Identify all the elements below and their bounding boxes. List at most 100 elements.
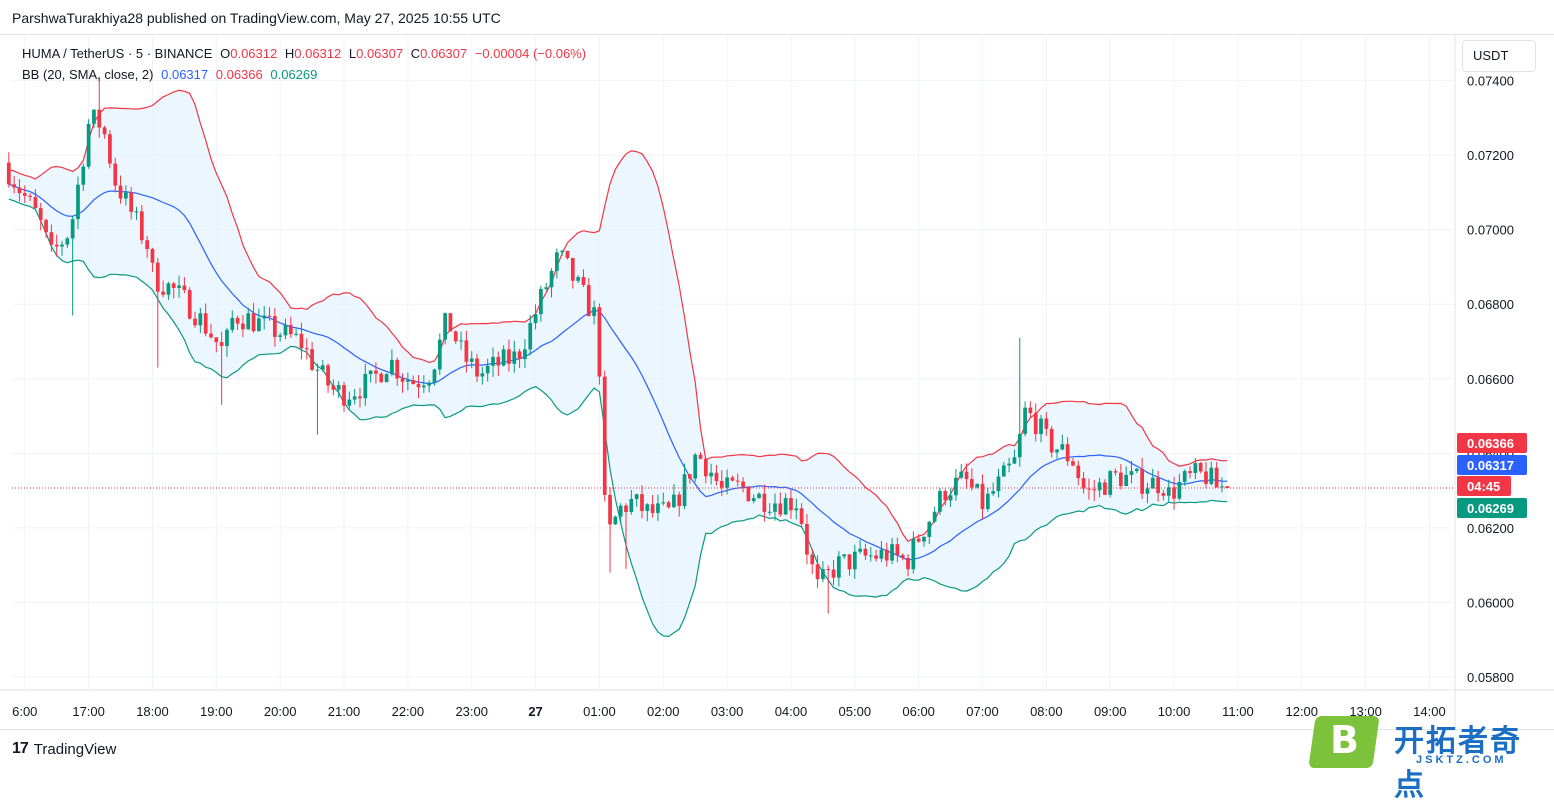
candle-body[interactable] (906, 557, 910, 570)
candle-body[interactable] (682, 474, 687, 507)
candle-body[interactable] (92, 109, 96, 124)
candle-body[interactable] (852, 551, 857, 570)
candle-body[interactable] (799, 508, 804, 524)
candle-body[interactable] (890, 544, 894, 561)
candle-body[interactable] (480, 373, 485, 377)
candle-body[interactable] (331, 385, 336, 390)
candle-body[interactable] (288, 324, 293, 335)
candle-body[interactable] (916, 538, 921, 542)
candle-body[interactable] (554, 252, 559, 271)
candle-body[interactable] (544, 287, 549, 289)
candle-body[interactable] (821, 569, 825, 580)
candle-body[interactable] (342, 385, 346, 406)
candle-body[interactable] (586, 285, 591, 317)
candle-body[interactable] (464, 340, 469, 362)
candle-body[interactable] (358, 396, 362, 399)
candle-body[interactable] (778, 503, 783, 515)
candle-body[interactable] (469, 358, 474, 362)
candle-body[interactable] (187, 290, 192, 319)
candle-body[interactable] (735, 480, 740, 482)
candle-body[interactable] (76, 184, 80, 220)
candle-body[interactable] (1188, 471, 1192, 474)
candle-body[interactable] (709, 472, 714, 477)
candle-body[interactable] (879, 549, 884, 559)
candle-body[interactable] (124, 192, 128, 199)
candle-body[interactable] (363, 373, 368, 399)
candle-body[interactable] (416, 383, 421, 388)
candle-body[interactable] (198, 313, 203, 326)
candle-body[interactable] (719, 480, 724, 488)
candle-body[interactable] (155, 262, 160, 292)
candle-body[interactable] (985, 493, 990, 510)
candle-body[interactable] (102, 127, 107, 135)
candle-body[interactable] (459, 340, 463, 342)
candle-body[interactable] (948, 495, 953, 501)
candle-body[interactable] (900, 555, 905, 558)
candle-body[interactable] (65, 238, 70, 245)
candle-body[interactable] (1156, 477, 1160, 494)
candle-body[interactable] (400, 378, 405, 382)
candle-body[interactable] (666, 502, 671, 508)
candle-body[interactable] (390, 359, 394, 375)
candle-body[interactable] (1044, 418, 1049, 429)
candle-body[interactable] (54, 244, 59, 247)
candle-body[interactable] (954, 477, 958, 496)
candle-body[interactable] (246, 313, 251, 330)
candle-body[interactable] (826, 569, 831, 571)
tradingview-logo[interactable]: 17 TradingView (12, 740, 116, 758)
candle-body[interactable] (395, 359, 400, 379)
candle-body[interactable] (315, 369, 320, 371)
candle-body[interactable] (751, 498, 756, 502)
candle-body[interactable] (847, 554, 852, 570)
candle-body[interactable] (1081, 478, 1086, 489)
candle-body[interactable] (310, 349, 314, 370)
candle-body[interactable] (1055, 449, 1059, 453)
candle-body[interactable] (927, 521, 932, 537)
candle-body[interactable] (203, 313, 208, 334)
candle-body[interactable] (70, 219, 75, 239)
candle-body[interactable] (672, 494, 676, 508)
candle-body[interactable] (368, 370, 373, 374)
candle-body[interactable] (730, 477, 735, 481)
candle-body[interactable] (698, 454, 703, 459)
candle-body[interactable] (565, 250, 570, 259)
candle-body[interactable] (868, 555, 873, 557)
candle-body[interactable] (432, 369, 437, 383)
candle-body[interactable] (789, 498, 793, 511)
candle-body[interactable] (922, 536, 926, 542)
candle-body[interactable] (1049, 428, 1054, 453)
candle-body[interactable] (767, 511, 772, 513)
candle-body[interactable] (193, 318, 197, 326)
candle-body[interactable] (1225, 486, 1230, 488)
candle-body[interactable] (1140, 468, 1144, 494)
candle-body[interactable] (1039, 418, 1043, 435)
candle-body[interactable] (17, 187, 22, 194)
candle-body[interactable] (1198, 463, 1203, 472)
candle-body[interactable] (352, 396, 357, 400)
candle-body[interactable] (262, 315, 267, 319)
candle-body[interactable] (6, 162, 11, 185)
candle-body[interactable] (773, 503, 777, 512)
candle-body[interactable] (501, 349, 506, 366)
candle-body[interactable] (507, 349, 511, 364)
candle-body[interactable] (278, 335, 283, 337)
candle-body[interactable] (150, 249, 155, 263)
candle-body[interactable] (624, 505, 628, 512)
candle-body[interactable] (533, 314, 538, 324)
candle-body[interactable] (336, 385, 341, 390)
candle-body[interactable] (656, 503, 660, 513)
candle-body[interactable] (209, 333, 213, 338)
candle-body[interactable] (911, 538, 916, 570)
candle-body[interactable] (427, 382, 432, 386)
candle-body[interactable] (1017, 433, 1022, 458)
candle-body[interactable] (570, 258, 575, 281)
candle-body[interactable] (1033, 413, 1038, 435)
candle-body[interactable] (1001, 465, 1006, 477)
candle-body[interactable] (1172, 487, 1176, 499)
candle-body[interactable] (746, 486, 751, 502)
candle-body[interactable] (1060, 444, 1065, 450)
candle-body[interactable] (1145, 488, 1150, 494)
candle-body[interactable] (38, 208, 43, 220)
candle-body[interactable] (943, 491, 948, 501)
candle-body[interactable] (86, 123, 91, 167)
